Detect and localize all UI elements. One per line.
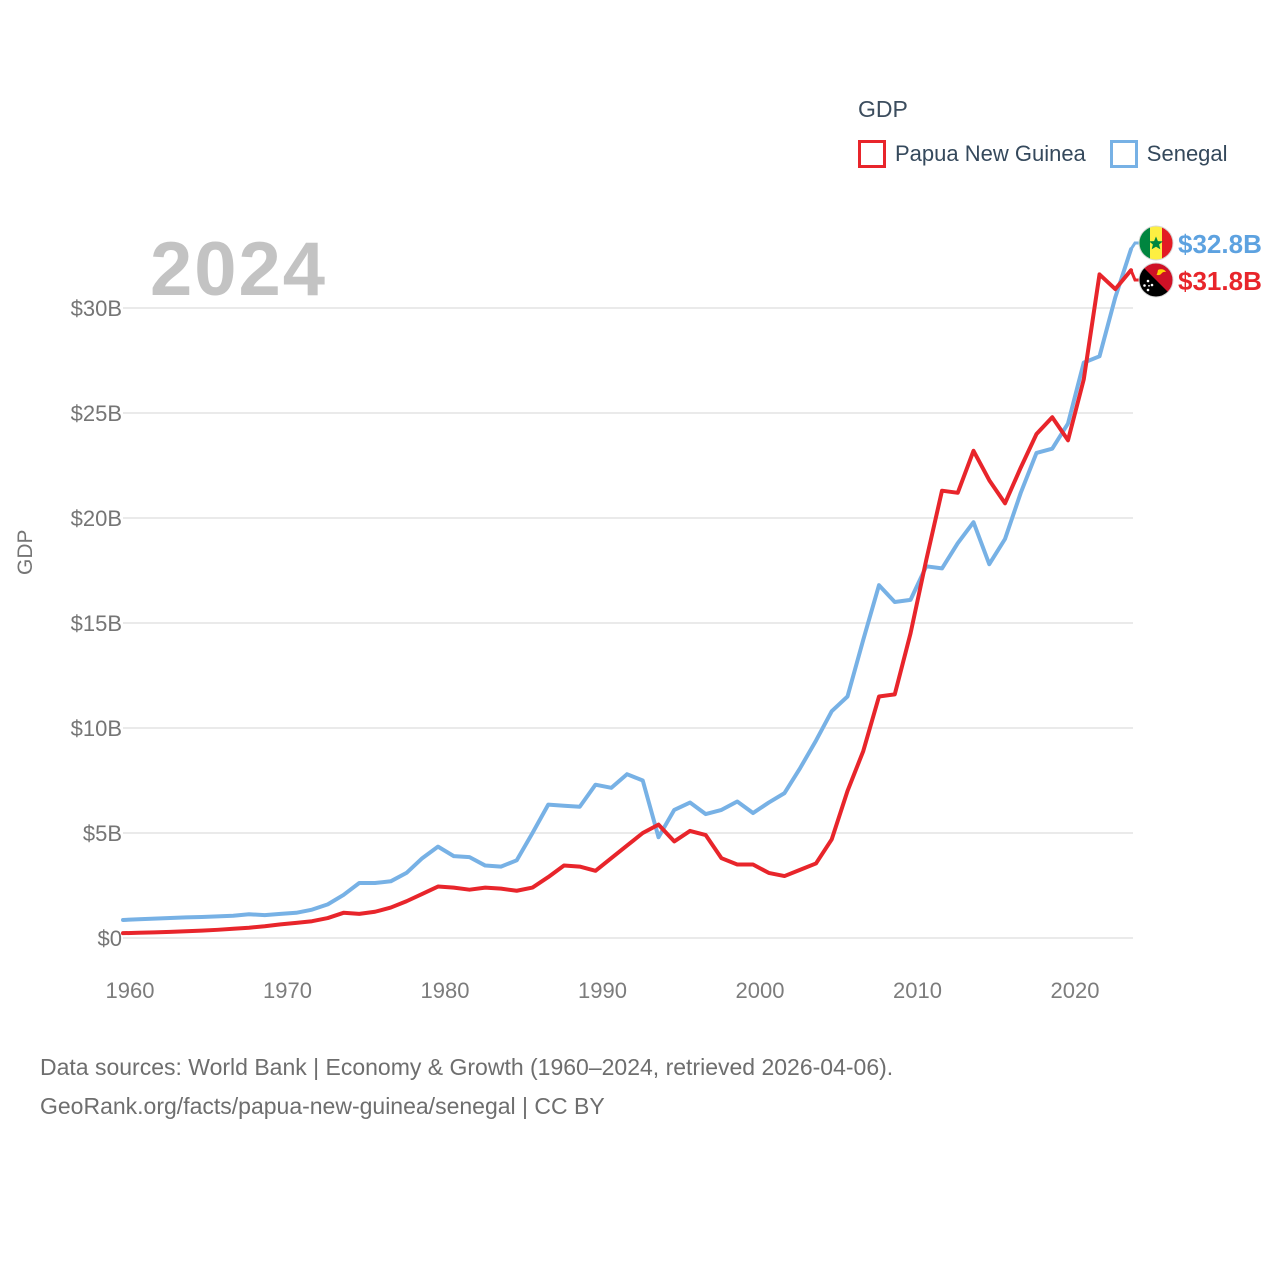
legend-label-senegal: Senegal [1146,141,1228,166]
y-tick-label: $10B [71,716,122,741]
legend-item-senegal[interactable]: Senegal [1109,140,1228,168]
legend-label-papua-new-guinea: Papua New Guinea [895,141,1086,166]
legend-title: GDP [858,96,908,122]
y-tick-label: $5B [83,821,122,846]
source-line-1: Data sources: World Bank | Economy & Gro… [40,1054,894,1080]
y-tick-label: $20B [71,506,122,531]
gdp-line-chart: $0 $5B $10B $15B $20B $25B $30B 1960 1970 1980 199… [71,241,1139,1003]
source-line-2: GeoRank.org/facts/papua-new-guinea/seneg… [40,1093,605,1119]
legend-item-papua-new-guinea[interactable]: Papua New Guinea [858,140,1086,168]
papua-new-guinea-swatch-icon [858,140,886,168]
source-footer: Data sources: World Bank | Economy & Gro… [40,1048,893,1126]
year-watermark: 2024 [150,227,328,312]
papua-new-guinea-flag-icon [1138,262,1174,298]
papua-new-guinea-end-connector [1129,269,1139,282]
senegal-swatch-icon [1109,140,1138,168]
series-line-senegal [121,247,1133,922]
chart-legend: GDP Papua New Guinea Senegal [858,96,1228,168]
y-tick-label: $25B [71,401,122,426]
papua-new-guinea-end-value: $31.8B [1178,266,1262,296]
x-tick-label: 1960 [106,978,155,1003]
legend-items: Papua New Guinea Senegal [858,140,1228,168]
y-axis-title: GDP [14,529,37,575]
senegal-flag-icon [1138,225,1174,261]
x-tick-label: 2020 [1051,978,1100,1003]
x-tick-label: 1990 [578,978,627,1003]
senegal-end-connector [1129,241,1139,251]
x-tick-label: 1980 [421,978,470,1003]
y-tick-label: $0 [98,926,122,951]
senegal-end-value: $32.8B [1178,229,1262,259]
x-tick-label: 2010 [893,978,942,1003]
x-tick-label: 2000 [736,978,785,1003]
y-tick-label: $30B [71,296,122,321]
x-tick-label: 1970 [263,978,312,1003]
series-line-papua-new-guinea [121,268,1133,936]
y-tick-label: $15B [71,611,122,636]
